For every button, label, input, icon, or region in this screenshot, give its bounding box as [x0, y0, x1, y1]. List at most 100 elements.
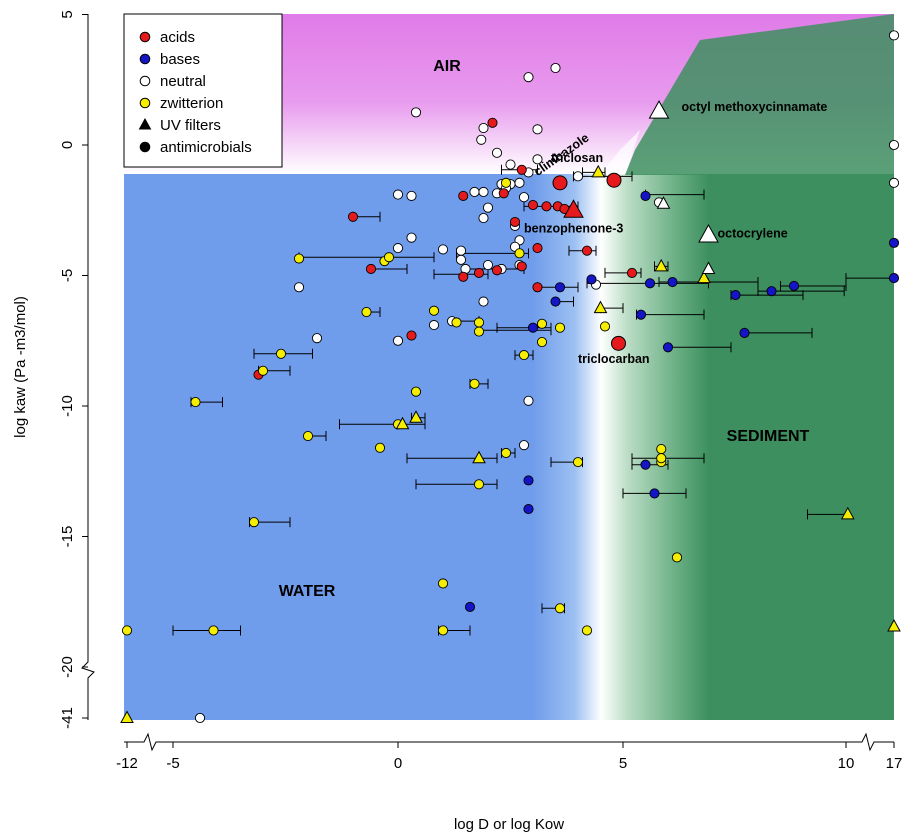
- point-zwitterion: [554, 603, 566, 614]
- point-acids: [581, 245, 593, 256]
- point-uv-triangles: [591, 164, 606, 178]
- annotation-label: triclosan: [551, 151, 603, 165]
- data-points: [120, 30, 901, 724]
- point-neutral: [455, 245, 467, 256]
- y-axis-title: log kaw (Pa -m3/mol): [12, 296, 29, 438]
- point-bases: [523, 475, 534, 486]
- point-acids: [498, 188, 509, 199]
- point-neutral: [532, 124, 543, 135]
- annotation-label: octyl methoxycinnamate: [682, 100, 828, 114]
- y-tick-label: -10: [59, 395, 76, 417]
- point-uv-triangles: [840, 506, 855, 520]
- point-acids: [491, 265, 503, 276]
- point-neutral: [491, 147, 503, 158]
- point-bases: [464, 601, 476, 613]
- point-acids: [626, 267, 638, 278]
- point-zwitterion: [428, 305, 440, 316]
- point-acids: [541, 201, 552, 212]
- point-neutral: [406, 232, 417, 243]
- y-tick-label: 0: [59, 141, 76, 149]
- point-zwitterion: [536, 318, 548, 329]
- region-labels: AIR WATER SEDIMENT: [279, 58, 810, 600]
- point-uv-triangles: [887, 619, 901, 632]
- point-uv-triangles-neutral: [656, 196, 671, 209]
- point-bases: [730, 290, 741, 301]
- legend-label: acids: [160, 29, 195, 46]
- point-zwitterion: [671, 552, 683, 563]
- point-zwitterion: [257, 365, 269, 376]
- point-zwitterion: [293, 253, 305, 264]
- point-bases: [523, 504, 534, 515]
- point-neutral: [293, 282, 305, 293]
- point-zwitterion: [275, 348, 287, 359]
- point-neutral: [478, 122, 489, 134]
- point-zwitterion: [248, 517, 260, 528]
- point-zwitterion: [473, 326, 485, 337]
- legend-marker: [139, 97, 151, 109]
- point-neutral: [523, 395, 534, 406]
- point-zwitterion: [500, 447, 512, 459]
- point-neutral: [406, 190, 417, 201]
- point-zwitterion: [572, 457, 584, 468]
- point-acids: [458, 190, 469, 201]
- x-tick-label: -5: [166, 755, 179, 772]
- point-neutral: [888, 139, 900, 151]
- point-neutral: [478, 296, 489, 307]
- legend-box: [123, 13, 283, 168]
- highlight-point: [606, 172, 622, 188]
- error-bar: [172, 625, 241, 636]
- point-neutral: [572, 171, 584, 182]
- x-ticks: -12 -5 0 5 10 17: [116, 742, 902, 772]
- point-zwitterion: [500, 177, 512, 188]
- point-neutral: [437, 244, 449, 255]
- point-neutral: [392, 335, 404, 346]
- point-neutral: [550, 62, 561, 74]
- point-zwitterion: [451, 317, 462, 328]
- point-bases: [644, 278, 656, 289]
- annotation-label: octocrylene: [718, 227, 788, 241]
- point-acids: [532, 243, 543, 254]
- point-acids: [527, 199, 539, 211]
- point-uv-triangles: [697, 270, 711, 284]
- annotation-label: benzophenone-3: [524, 221, 623, 235]
- highlight-point: [648, 100, 670, 119]
- point-acids: [516, 164, 527, 175]
- point-zwitterion: [518, 350, 530, 361]
- point-neutral: [311, 333, 323, 344]
- point-zwitterion: [554, 322, 566, 333]
- point-zwitterion: [656, 444, 667, 455]
- point-zwitterion: [361, 306, 372, 318]
- water-sediment-region: [124, 170, 894, 720]
- point-acids: [406, 330, 417, 341]
- point-bases: [527, 322, 539, 333]
- point-uv-triangles: [593, 300, 608, 314]
- point-bases: [550, 296, 561, 307]
- point-neutral: [476, 134, 487, 145]
- point-uv-triangles-neutral: [701, 261, 716, 274]
- region-label-air: AIR: [433, 58, 461, 75]
- point-uv-triangles: [472, 450, 486, 464]
- point-neutral: [518, 440, 530, 451]
- legend: acids bases neutral zwitterion UV filters ant…: [123, 13, 283, 168]
- highlight-point: [698, 224, 719, 243]
- point-acids: [532, 282, 543, 293]
- y-tick-label: -20: [59, 656, 76, 678]
- point-zwitterion: [599, 321, 611, 332]
- point-neutral: [532, 154, 543, 165]
- y-ticks: 5 0 -5 -10 -15 -20 -41: [59, 10, 88, 729]
- highlight-point: [552, 175, 568, 191]
- point-neutral: [888, 30, 900, 41]
- x-tick-label: 5: [619, 755, 627, 772]
- point-bases: [788, 280, 800, 291]
- sediment-upper-wedge: [625, 14, 894, 175]
- point-zwitterion: [514, 248, 525, 259]
- legend-marker: [139, 75, 151, 87]
- point-acids: [458, 271, 469, 282]
- x-tick-label: 0: [394, 755, 402, 772]
- point-zwitterion: [374, 442, 386, 453]
- point-acids: [347, 211, 359, 222]
- legend-marker: [139, 53, 151, 65]
- highlight-point: [563, 199, 584, 218]
- region-backgrounds: [124, 14, 894, 720]
- point-zwitterion: [410, 386, 422, 397]
